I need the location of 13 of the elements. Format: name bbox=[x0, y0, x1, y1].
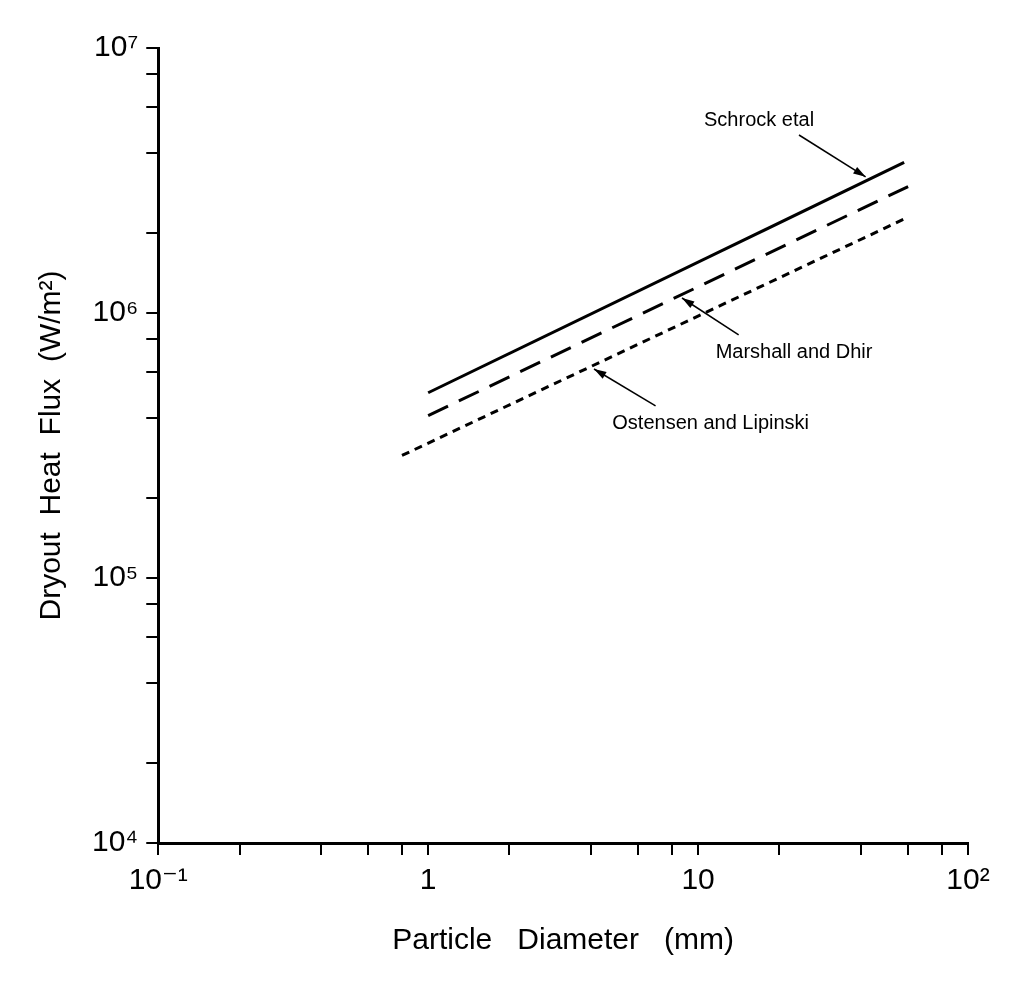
annotation: Schrock etal bbox=[704, 107, 815, 131]
annotation: Marshall and Dhir bbox=[715, 339, 873, 363]
x-tick-label: 1 bbox=[419, 862, 437, 896]
y-tick-label: 10⁵ bbox=[92, 559, 139, 593]
y-tick-label: 10⁶ bbox=[92, 294, 139, 328]
y-axis-title: Dryout Heat Flux (W/m²) bbox=[33, 270, 67, 621]
x-tick-label: 10 bbox=[681, 862, 715, 896]
y-tick-label: 10⁷ bbox=[94, 29, 139, 63]
x-tick-label: 10⁻¹ bbox=[128, 862, 188, 896]
x-axis-title: Particle Diameter (mm) bbox=[392, 922, 734, 956]
x-tick-label: 10² bbox=[946, 862, 990, 896]
y-tick-label: 10⁴ bbox=[91, 824, 139, 858]
annotation: Ostensen and Lipinski bbox=[612, 410, 810, 434]
